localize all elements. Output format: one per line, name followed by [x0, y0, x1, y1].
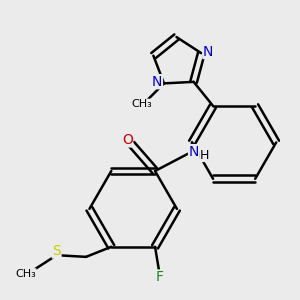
Text: S: S	[52, 244, 61, 258]
Text: CH₃: CH₃	[15, 269, 36, 279]
Text: H: H	[200, 148, 209, 161]
Text: O: O	[122, 133, 133, 147]
Text: CH₃: CH₃	[131, 99, 152, 109]
Text: F: F	[155, 270, 163, 284]
Text: N: N	[189, 145, 199, 159]
Text: N: N	[203, 44, 213, 58]
Text: N: N	[152, 75, 162, 89]
